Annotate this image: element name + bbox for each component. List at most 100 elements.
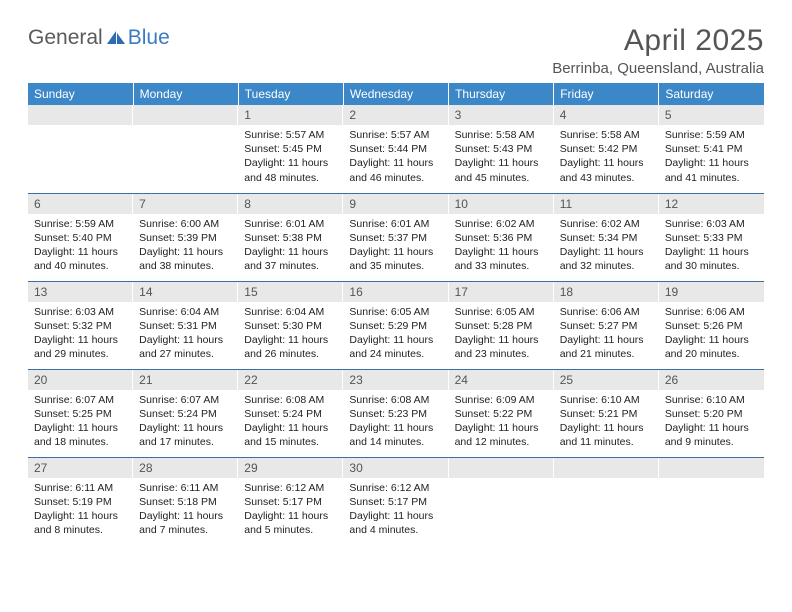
- sunset-text: Sunset: 5:28 PM: [455, 319, 548, 333]
- day-detail: Sunrise: 6:02 AMSunset: 5:36 PMDaylight:…: [449, 214, 554, 278]
- day-cell: 17 Sunrise: 6:05 AMSunset: 5:28 PMDayligh…: [449, 281, 554, 369]
- day-number: 11: [554, 194, 659, 214]
- daylight-text: Daylight: 11 hours and 38 minutes.: [139, 245, 232, 273]
- sunrise-text: Sunrise: 6:05 AM: [349, 305, 442, 319]
- day-cell: 28Sunrise: 6:11 AMSunset: 5:18 PMDayligh…: [133, 457, 238, 545]
- day-cell: 13Sunrise: 6:03 AMSunset: 5:32 PMDayligh…: [28, 281, 133, 369]
- sunrise-text: Sunrise: 6:04 AM: [139, 305, 232, 319]
- day-number: 5: [659, 105, 764, 125]
- day-cell: 24Sunrise: 6:09 AMSunset: 5:22 PMDayligh…: [449, 369, 554, 457]
- day-number: 30: [343, 458, 448, 478]
- sunrise-text: Sunrise: 6:12 AM: [244, 481, 337, 495]
- day-detail: Sunrise: 6:07 AMSunset: 5:24 PMDaylight:…: [133, 390, 238, 454]
- day-cell: 6Sunrise: 5:59 AMSunset: 5:40 PMDaylight…: [28, 193, 133, 281]
- day-detail: Sunrise: 6:01 AMSunset: 5:37 PMDaylight:…: [343, 214, 448, 278]
- sunrise-text: Sunrise: 6:01 AM: [244, 217, 337, 231]
- day-cell: 12Sunrise: 6:03 AMSunset: 5:33 PMDayligh…: [659, 193, 764, 281]
- day-number: [659, 458, 764, 478]
- sunset-text: Sunset: 5:37 PM: [349, 231, 442, 245]
- daylight-text: Daylight: 11 hours and 30 minutes.: [665, 245, 758, 273]
- sunset-text: Sunset: 5:44 PM: [349, 142, 442, 156]
- day-cell: 9Sunrise: 6:01 AMSunset: 5:37 PMDaylight…: [343, 193, 448, 281]
- day-number: 18: [554, 282, 659, 302]
- sunrise-text: Sunrise: 6:01 AM: [349, 217, 442, 231]
- day-detail: Sunrise: 6:05 AMSunset: 5:29 PMDaylight:…: [343, 302, 448, 366]
- sunrise-text: Sunrise: 5:59 AM: [34, 217, 127, 231]
- sunset-text: Sunset: 5:19 PM: [34, 495, 127, 509]
- day-number: [28, 105, 133, 125]
- daylight-text: Daylight: 11 hours and 12 minutes.: [455, 421, 548, 449]
- col-sunday: Sunday: [28, 83, 133, 105]
- day-detail: Sunrise: 6:04 AMSunset: 5:30 PMDaylight:…: [238, 302, 343, 366]
- daylight-text: Daylight: 11 hours and 24 minutes.: [349, 333, 442, 361]
- sunset-text: Sunset: 5:26 PM: [665, 319, 758, 333]
- sunset-text: Sunset: 5:38 PM: [244, 231, 337, 245]
- sunrise-text: Sunrise: 5:57 AM: [244, 128, 337, 142]
- sunset-text: Sunset: 5:21 PM: [560, 407, 653, 421]
- sunset-text: Sunset: 5:30 PM: [244, 319, 337, 333]
- day-cell: 19Sunrise: 6:06 AMSunset: 5:26 PMDayligh…: [659, 281, 764, 369]
- sunset-text: Sunset: 5:34 PM: [560, 231, 653, 245]
- sunrise-text: Sunrise: 6:08 AM: [244, 393, 337, 407]
- daylight-text: Daylight: 11 hours and 29 minutes.: [34, 333, 127, 361]
- day-detail: Sunrise: 5:58 AMSunset: 5:43 PMDaylight:…: [449, 125, 554, 189]
- sunset-text: Sunset: 5:17 PM: [244, 495, 337, 509]
- sunset-text: Sunset: 5:33 PM: [665, 231, 758, 245]
- day-detail: Sunrise: 5:57 AMSunset: 5:44 PMDaylight:…: [343, 125, 448, 189]
- day-number: 28: [133, 458, 238, 478]
- day-number: 14: [133, 282, 238, 302]
- sunset-text: Sunset: 5:29 PM: [349, 319, 442, 333]
- day-detail: Sunrise: 6:03 AMSunset: 5:33 PMDaylight:…: [659, 214, 764, 278]
- day-number: 17: [449, 282, 554, 302]
- sunset-text: Sunset: 5:23 PM: [349, 407, 442, 421]
- day-cell: 23Sunrise: 6:08 AMSunset: 5:23 PMDayligh…: [343, 369, 448, 457]
- sunset-text: Sunset: 5:40 PM: [34, 231, 127, 245]
- daylight-text: Daylight: 11 hours and 11 minutes.: [560, 421, 653, 449]
- col-tuesday: Tuesday: [238, 83, 343, 105]
- day-number: 7: [133, 194, 238, 214]
- day-detail: Sunrise: 6:12 AMSunset: 5:17 PMDaylight:…: [238, 478, 343, 542]
- sunset-text: Sunset: 5:22 PM: [455, 407, 548, 421]
- col-saturday: Saturday: [659, 83, 764, 105]
- day-detail: Sunrise: 6:06 AMSunset: 5:27 PMDaylight:…: [554, 302, 659, 366]
- sunset-text: Sunset: 5:43 PM: [455, 142, 548, 156]
- sunrise-text: Sunrise: 6:07 AM: [139, 393, 232, 407]
- day-detail: Sunrise: 6:00 AMSunset: 5:39 PMDaylight:…: [133, 214, 238, 278]
- daylight-text: Daylight: 11 hours and 23 minutes.: [455, 333, 548, 361]
- day-number: 25: [554, 370, 659, 390]
- sunrise-text: Sunrise: 6:10 AM: [560, 393, 653, 407]
- week-row: 20Sunrise: 6:07 AMSunset: 5:25 PMDayligh…: [28, 369, 764, 457]
- sunset-text: Sunset: 5:24 PM: [139, 407, 232, 421]
- day-number: 26: [659, 370, 764, 390]
- day-detail: Sunrise: 6:11 AMSunset: 5:19 PMDaylight:…: [28, 478, 133, 542]
- day-number: 1: [238, 105, 343, 125]
- day-cell: [554, 457, 659, 545]
- daylight-text: Daylight: 11 hours and 14 minutes.: [349, 421, 442, 449]
- day-cell: 16Sunrise: 6:05 AMSunset: 5:29 PMDayligh…: [343, 281, 448, 369]
- day-cell: 8Sunrise: 6:01 AMSunset: 5:38 PMDaylight…: [238, 193, 343, 281]
- day-detail: Sunrise: 6:11 AMSunset: 5:18 PMDaylight:…: [133, 478, 238, 542]
- sunrise-text: Sunrise: 6:04 AM: [244, 305, 337, 319]
- sunrise-text: Sunrise: 6:07 AM: [34, 393, 127, 407]
- day-number: 4: [554, 105, 659, 125]
- day-number: 6: [28, 194, 133, 214]
- calendar-body: 1Sunrise: 5:57 AMSunset: 5:45 PMDaylight…: [28, 105, 764, 545]
- day-cell: 21Sunrise: 6:07 AMSunset: 5:24 PMDayligh…: [133, 369, 238, 457]
- day-cell: [133, 105, 238, 193]
- day-number: 10: [449, 194, 554, 214]
- daylight-text: Daylight: 11 hours and 5 minutes.: [244, 509, 337, 537]
- brand-part2: Blue: [128, 26, 170, 50]
- sunset-text: Sunset: 5:31 PM: [139, 319, 232, 333]
- day-cell: 22Sunrise: 6:08 AMSunset: 5:24 PMDayligh…: [238, 369, 343, 457]
- day-cell: 7Sunrise: 6:00 AMSunset: 5:39 PMDaylight…: [133, 193, 238, 281]
- sunrise-text: Sunrise: 6:03 AM: [665, 217, 758, 231]
- sunrise-text: Sunrise: 6:11 AM: [139, 481, 232, 495]
- daylight-text: Daylight: 11 hours and 45 minutes.: [455, 156, 548, 184]
- sunrise-text: Sunrise: 6:11 AM: [34, 481, 127, 495]
- sunrise-text: Sunrise: 6:05 AM: [455, 305, 548, 319]
- day-number: 20: [28, 370, 133, 390]
- sunset-text: Sunset: 5:42 PM: [560, 142, 653, 156]
- sunrise-text: Sunrise: 6:09 AM: [455, 393, 548, 407]
- day-number: 22: [238, 370, 343, 390]
- sail-icon: [106, 30, 126, 46]
